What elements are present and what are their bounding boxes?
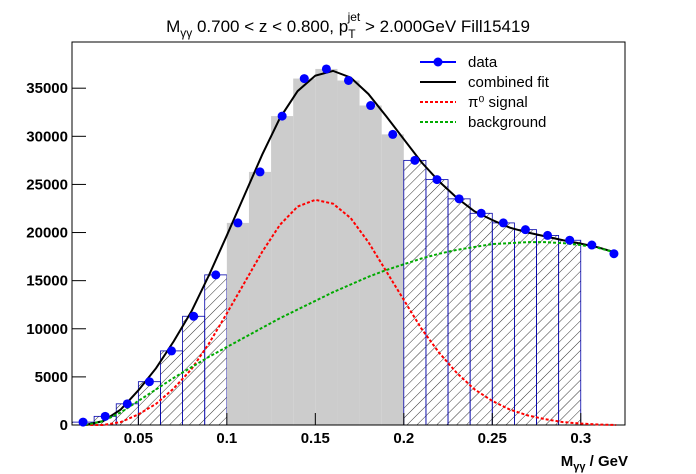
data-point <box>498 218 508 228</box>
x-tick-label: 0.2 <box>393 430 414 447</box>
data-point <box>587 240 597 250</box>
histogram-bar <box>381 134 404 426</box>
histogram-bar <box>315 68 338 425</box>
data-point <box>520 225 530 235</box>
y-tick-label: 30000 <box>26 128 68 145</box>
x-tick-label: 0.05 <box>124 430 153 447</box>
data-point <box>233 218 243 228</box>
histogram-bar <box>160 350 183 426</box>
legend-marker <box>433 57 443 67</box>
data-point <box>78 417 88 427</box>
data-point <box>344 75 353 85</box>
y-tick-label: 20000 <box>26 225 68 242</box>
histogram-bar <box>425 179 449 426</box>
data-point <box>100 411 110 421</box>
data-point <box>277 111 287 121</box>
data-point <box>609 249 619 259</box>
x-tick-label: 0.3 <box>570 430 591 447</box>
y-tick-label: 25000 <box>26 176 68 193</box>
histogram-bar <box>514 229 537 426</box>
histogram-bar <box>226 222 249 425</box>
histogram-bar <box>204 274 228 426</box>
histogram-bar <box>337 80 360 425</box>
legend-label: π⁰ signal <box>468 94 528 111</box>
data-point <box>454 194 464 204</box>
label-part: / GeV <box>585 453 628 470</box>
y-tick-label: 15000 <box>26 273 68 290</box>
x-tick-label: 0.1 <box>216 430 237 447</box>
x-axis-label: Mγγ / GeV <box>561 453 628 473</box>
data-point <box>144 377 154 387</box>
x-tick-label: 0.15 <box>301 430 330 447</box>
y-tick-label: 10000 <box>26 321 68 338</box>
data-point <box>299 74 309 84</box>
histogram-bar <box>403 159 427 426</box>
label-part: M <box>561 453 574 470</box>
data-point <box>388 129 398 139</box>
data-point <box>366 101 376 111</box>
data-point <box>476 208 486 218</box>
title-part: > 2.000GeV Fill15419 <box>360 17 530 36</box>
title-part: 0.700 < z < 0.800, p <box>192 17 348 36</box>
fit-curve <box>85 198 617 426</box>
chart-title: Mγγ 0.700 < z < 0.800, pTjet > 2.000GeV … <box>166 10 530 41</box>
y-tick-label: 0 <box>60 417 68 434</box>
fit-curve <box>85 241 617 426</box>
title-part: T <box>348 27 356 41</box>
y-tick-label: 35000 <box>26 80 68 97</box>
y-tick-label: 5000 <box>35 369 68 386</box>
histogram-bar <box>536 235 560 426</box>
histogram-bar <box>447 198 471 426</box>
title-part: M <box>166 17 180 36</box>
data-point <box>255 167 265 177</box>
histogram-bar <box>359 105 382 425</box>
data-point <box>321 64 331 74</box>
plot-frame <box>71 41 626 426</box>
data-point <box>167 346 177 356</box>
data-point <box>432 175 442 185</box>
data-point <box>189 311 199 321</box>
x-tick-label: 0.25 <box>478 430 507 447</box>
histogram-bar <box>558 239 582 426</box>
legend-label: background <box>468 114 546 131</box>
legend-label: combined fit <box>468 74 550 91</box>
title-part: jet <box>347 10 361 24</box>
data-point <box>565 235 575 245</box>
histogram-bar <box>248 171 272 425</box>
label-part: γγ <box>573 461 586 473</box>
data-point <box>211 270 221 280</box>
data-point <box>410 155 420 165</box>
legend-label: data <box>468 54 498 71</box>
histogram-bar <box>271 116 294 425</box>
title-part: γγ <box>180 26 192 40</box>
histogram-bar <box>293 78 316 425</box>
data-point <box>543 230 553 240</box>
data-point <box>122 399 132 409</box>
histogram-bar <box>491 222 515 426</box>
